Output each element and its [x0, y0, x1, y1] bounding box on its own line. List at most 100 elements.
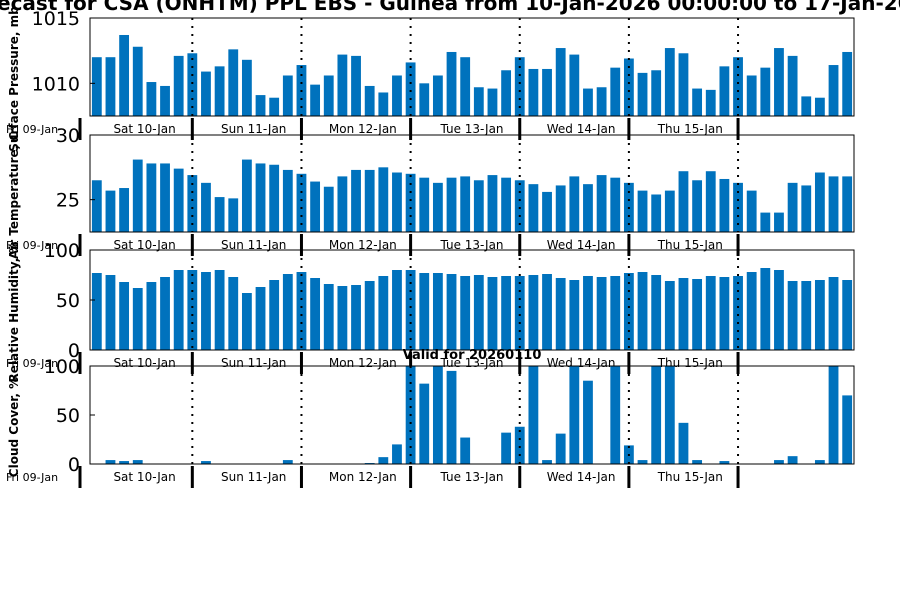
humidity-bar	[814, 280, 825, 350]
temperature-start-label: Fri 09-Jan	[6, 239, 58, 252]
temperature-bar	[323, 186, 334, 232]
pressure-bar	[501, 70, 512, 116]
pressure-bar	[187, 53, 198, 116]
pressure-bar	[528, 68, 539, 116]
humidity-bar	[310, 278, 321, 350]
cloud-bar	[501, 432, 512, 464]
humidity-bar	[119, 282, 130, 350]
pressure-bar	[514, 57, 525, 116]
humidity-bar	[842, 280, 853, 350]
humidity-bar	[514, 276, 525, 350]
pressure-bar	[801, 96, 812, 116]
humidity-bar	[419, 273, 430, 350]
humidity-bar	[146, 282, 157, 350]
humidity-ytick-label: 100	[44, 240, 80, 262]
humidity-bar	[787, 281, 798, 350]
cloud-day-label: Mon 12-Jan	[329, 470, 397, 484]
humidity-bar	[132, 288, 143, 350]
cloud-bar	[787, 456, 798, 464]
pressure-bar	[119, 34, 130, 116]
temperature-panel: 25 30 Air Temperature, C Sat 10-Jan Sun 11-J…	[6, 125, 855, 260]
cloud-bar	[814, 460, 825, 464]
humidity-ytick-label: 0	[68, 340, 80, 362]
humidity-bar	[596, 277, 607, 350]
cloud-bar	[528, 366, 539, 464]
temperature-bar	[705, 171, 716, 232]
pressure-bar	[596, 87, 607, 116]
temperature-bar	[760, 212, 771, 232]
temperature-day-label: Tue 13-Jan	[439, 238, 503, 252]
temperature-day-label: Mon 12-Jan	[329, 238, 397, 252]
humidity-bar	[337, 286, 348, 350]
pressure-day-label: Tue 13-Jan	[439, 122, 503, 136]
pressure-bar	[378, 92, 389, 116]
cloud-day-label: Sat 10-Jan	[113, 470, 175, 484]
cloud-ytick-label: 50	[56, 405, 80, 427]
cloud-bar	[842, 395, 853, 464]
humidity-bar	[692, 279, 703, 350]
humidity-bar	[214, 270, 225, 350]
temperature-bar	[664, 190, 675, 232]
humidity-bar	[323, 284, 334, 350]
humidity-bar	[378, 276, 389, 350]
temperature-bar	[392, 172, 402, 232]
pressure-ylabel: Surface Pressure, mb	[7, 6, 21, 152]
temperature-bar	[746, 190, 757, 232]
temperature-bar	[596, 175, 607, 232]
pressure-bar	[760, 67, 771, 116]
humidity-bar	[746, 272, 757, 350]
pressure-bar	[787, 55, 798, 116]
pressure-bar	[842, 51, 853, 116]
temperature-ylabel: Air Temperature, C	[7, 132, 21, 260]
cloud-bar	[446, 370, 457, 464]
pressure-bar	[610, 67, 621, 116]
humidity-bar	[446, 274, 457, 350]
pressure-bar	[337, 54, 348, 116]
temperature-bar	[201, 182, 211, 232]
temperature-bar	[651, 194, 662, 232]
humidity-bar	[637, 272, 648, 350]
pressure-bar	[173, 55, 184, 116]
cloud-day-label: Sun 11-Jan	[221, 470, 286, 484]
pressure-bar	[719, 66, 730, 116]
temperature-bar	[187, 175, 198, 232]
temperature-bar	[160, 163, 170, 232]
humidity-bar	[201, 272, 211, 350]
humidity-bar	[705, 276, 716, 350]
humidity-bar	[351, 285, 361, 350]
cloud-plot-frame	[89, 365, 855, 465]
pressure-bar	[828, 65, 839, 116]
temperature-bar	[637, 190, 648, 232]
pressure-day-label: Wed 14-Jan	[547, 122, 616, 136]
pressure-bar	[746, 75, 757, 116]
pressure-bar	[814, 97, 825, 116]
cloud-bar	[282, 460, 293, 464]
humidity-bar	[678, 278, 689, 350]
pressure-panel: 1010 1015 Surface Pressure, mb Sat 10-Jan Su…	[6, 6, 855, 152]
temperature-bar	[351, 169, 361, 232]
temperature-bar	[405, 173, 416, 232]
humidity-panel: 0 50 100 Relative Humidity, % Sat 10-Jan Sun …	[6, 240, 855, 383]
pressure-bar	[146, 82, 157, 116]
humidity-bar	[392, 270, 402, 350]
cloud-bar	[392, 444, 402, 464]
humidity-ylabel: Relative Humidity, %	[7, 242, 21, 383]
temperature-bar	[310, 181, 321, 232]
cloud-bar	[201, 461, 211, 464]
temperature-bar	[814, 172, 825, 232]
cloud-bar	[432, 366, 443, 464]
humidity-bar	[460, 276, 471, 350]
cloud-start-label: Fri 09-Jan	[6, 471, 58, 484]
temperature-bar	[228, 198, 239, 232]
cloud-bar	[774, 460, 784, 464]
pressure-bar	[623, 58, 634, 116]
pressure-start-label: Fri 09-Jan	[6, 123, 58, 136]
humidity-bar	[405, 270, 416, 350]
pressure-bar	[446, 51, 457, 116]
temperature-bar	[569, 176, 580, 232]
temperature-bar	[774, 212, 784, 232]
humidity-bar	[105, 275, 116, 350]
pressure-bar	[637, 72, 648, 116]
cloud-bar	[119, 461, 130, 464]
